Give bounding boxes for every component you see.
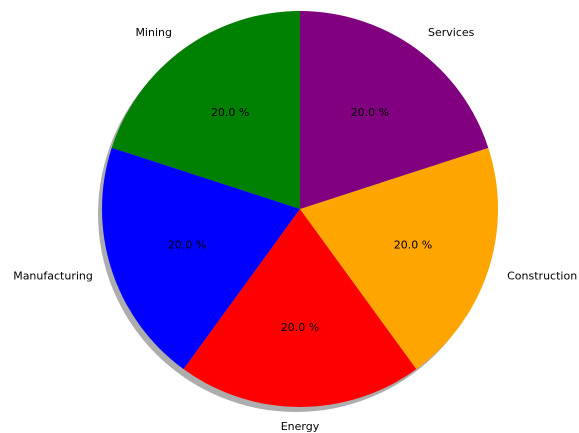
slice-label: Mining [135,26,172,39]
slice-label: Energy [281,420,320,433]
pie-slice [101,147,300,370]
value-label: 20.0 % [394,239,432,252]
slice-label: Services [428,26,475,39]
pie-slice [111,11,300,209]
value-label: 20.0 % [281,321,319,334]
value-label: 20.0 % [168,239,206,252]
pie-slice [183,209,417,407]
slice-label: Manufacturing [13,269,93,282]
pie-slice [300,147,498,370]
value-label: 20.0 % [211,106,249,119]
pie-slice [300,11,489,209]
slice-label: Construction [507,269,577,282]
value-label: 20.0 % [351,106,389,119]
